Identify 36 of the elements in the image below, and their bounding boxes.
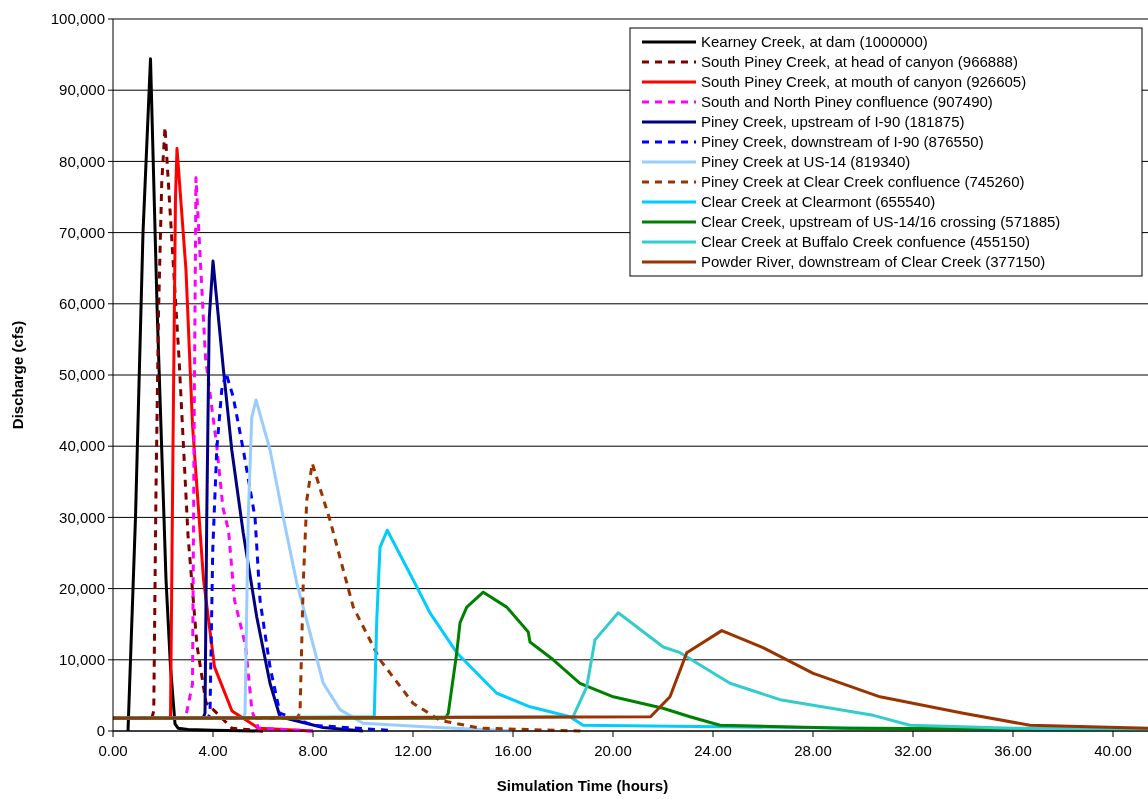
x-tick-label: 36.00 <box>994 742 1032 759</box>
y-axis-title: Discharge (cfs) <box>9 320 26 430</box>
y-tick-label: 90,000 <box>59 81 105 99</box>
y-tick-label: 0 <box>96 722 105 740</box>
x-tick-label: 8.00 <box>298 742 328 759</box>
legend-label: South Piney Creek, at mouth of canyon (926605) <box>701 73 1027 91</box>
x-tick-label: 16.00 <box>494 742 532 759</box>
y-tick-label: 10,000 <box>59 651 105 669</box>
x-tick-label: 28.00 <box>794 742 832 759</box>
legend-label: Piney Creek at Clear Creek confluence (745260) <box>701 173 1025 191</box>
legend-label: Clear Creek, upstream of US-14/16 crossing (571885) <box>701 213 1061 231</box>
x-tick-label: 24.00 <box>694 742 732 759</box>
legend-label: South Piney Creek, at head of canyon (966888) <box>701 53 1018 71</box>
x-tick-label: 0.00 <box>98 742 128 759</box>
legend-label: Piney Creek, downstream of I-90 (876550) <box>701 133 984 151</box>
y-tick-label: 70,000 <box>59 223 105 241</box>
legend-label: Clear Creek at Buffalo Creek confuence (455150) <box>701 233 1031 251</box>
legend-label: South and North Piney confluence (907490) <box>701 93 993 111</box>
legend-label: Powder River, downstream of Clear Creek (377150) <box>701 253 1046 271</box>
x-tick-label: 32.00 <box>894 742 932 759</box>
y-tick-label: 100,000 <box>50 10 105 28</box>
y-tick-label: 40,000 <box>59 437 105 455</box>
y-tick-label: 20,000 <box>59 579 105 597</box>
x-tick-label: 4.00 <box>198 742 228 759</box>
x-tick-label: 20.00 <box>594 742 632 759</box>
y-tick-label: 60,000 <box>59 295 105 313</box>
y-tick-label: 80,000 <box>59 152 105 170</box>
x-tick-label: 12.00 <box>394 742 432 759</box>
x-axis-title: Simulation Time (hours) <box>496 777 669 794</box>
y-tick-label: 50,000 <box>59 366 105 384</box>
legend-label: Kearney Creek, at dam (1000000) <box>701 33 928 51</box>
y-tick-label: 30,000 <box>59 508 105 526</box>
x-tick-label: 40.00 <box>1094 742 1132 759</box>
legend-label: Piney Creek at US-14 (819340) <box>701 153 911 171</box>
legend-label: Piney Creek, upstream of I-90 (181875) <box>701 113 965 131</box>
legend-label: Clear Creek at Clearmont (655540) <box>701 193 936 211</box>
